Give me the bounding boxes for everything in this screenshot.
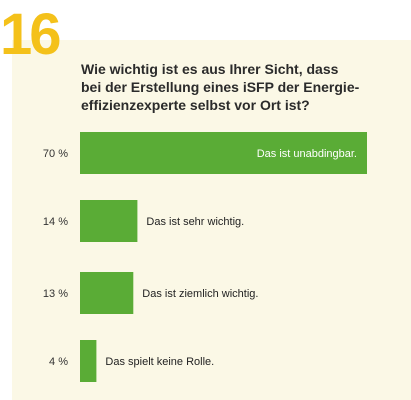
bar-4 xyxy=(80,340,97,382)
bar-1 xyxy=(80,132,367,174)
bar-3 xyxy=(80,272,134,314)
category-label-3: Das ist ziemlich wichtig. xyxy=(142,288,258,300)
value-label-4: 4 % xyxy=(49,356,68,368)
category-label-2: Das ist sehr wichtig. xyxy=(146,216,244,228)
value-label-1: 70 % xyxy=(43,148,68,160)
value-label-2: 14 % xyxy=(43,216,68,228)
category-label-4: Das spielt keine Rolle. xyxy=(105,356,214,368)
chart-background-panel xyxy=(12,40,411,400)
bar-2 xyxy=(80,200,138,242)
figure-number: 16 xyxy=(0,2,61,67)
value-label-3: 13 % xyxy=(43,288,68,300)
category-label-1: Das ist unabdingbar. xyxy=(257,148,357,160)
chart-question-title: Wie wichtig ist es aus Ihrer Sicht, dass… xyxy=(81,61,360,113)
